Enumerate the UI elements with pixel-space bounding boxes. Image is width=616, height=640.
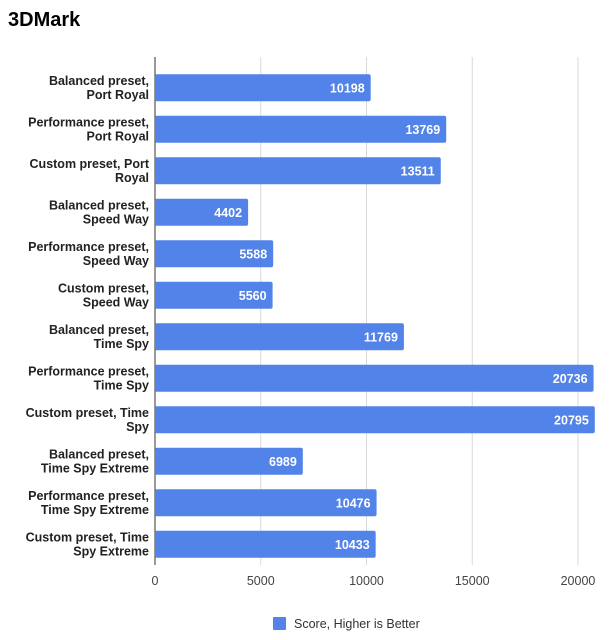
category-label: Speed Way xyxy=(83,254,149,268)
category-label: Performance preset, xyxy=(28,489,149,503)
category-label: Time Spy Extreme xyxy=(41,461,149,475)
category-label: Port Royal xyxy=(86,88,149,102)
category-label: Port Royal xyxy=(86,129,149,143)
data-label: 10198 xyxy=(330,81,365,95)
data-label: 13769 xyxy=(405,123,440,137)
category-label: Custom preset, xyxy=(58,281,149,295)
bar xyxy=(155,364,594,392)
bars: 10198 13769 13511 4402 5588 5560 11769 20736 207… xyxy=(155,74,595,558)
bar xyxy=(155,115,447,143)
bar xyxy=(155,323,404,351)
category-label: Royal xyxy=(115,171,149,185)
category-label: Time Spy xyxy=(94,337,149,351)
data-label: 10476 xyxy=(336,496,371,510)
data-label: 20795 xyxy=(554,413,589,427)
bar xyxy=(155,530,376,558)
data-label: 6989 xyxy=(269,455,297,469)
bar xyxy=(155,447,303,475)
bar xyxy=(155,281,273,309)
category-label: Custom preset, Port xyxy=(30,157,150,171)
x-tick-label: 5000 xyxy=(247,574,275,588)
x-tick-label: 10000 xyxy=(349,574,384,588)
bar xyxy=(155,489,377,517)
bar xyxy=(155,240,274,268)
data-label: 5560 xyxy=(239,289,267,303)
data-label: 20736 xyxy=(553,372,588,386)
x-tick-label: 20000 xyxy=(561,574,596,588)
chart-title: 3DMark xyxy=(8,9,81,31)
category-label: Time Spy Extreme xyxy=(41,503,149,517)
category-label: Spy xyxy=(126,420,149,434)
data-label: 5588 xyxy=(239,247,267,261)
x-tick-label: 0 xyxy=(152,574,159,588)
data-label: 11769 xyxy=(364,330,398,344)
category-label: Custom preset, Time xyxy=(26,406,149,420)
x-axis-ticks: 0 5000 10000 15000 20000 xyxy=(152,574,596,588)
legend: Score, Higher is Better xyxy=(273,617,420,631)
bar xyxy=(155,198,249,226)
category-label: Custom preset, Time xyxy=(26,530,149,544)
category-label: Performance preset, xyxy=(28,364,149,378)
category-label: Spy Extreme xyxy=(73,544,149,558)
data-label: 4402 xyxy=(214,206,242,220)
category-label: Balanced preset, xyxy=(49,74,149,88)
bar xyxy=(155,157,441,185)
category-label: Speed Way xyxy=(83,295,149,309)
category-label: Balanced preset, xyxy=(49,323,149,337)
category-label: Time Spy xyxy=(94,378,149,392)
category-label: Speed Way xyxy=(83,212,149,226)
category-label: Balanced preset, xyxy=(49,447,149,461)
category-label: Performance preset, xyxy=(28,240,149,254)
legend-label: Score, Higher is Better xyxy=(294,617,420,631)
data-label: 13511 xyxy=(401,164,435,178)
legend-swatch xyxy=(273,617,286,630)
bar xyxy=(155,406,595,434)
x-tick-label: 15000 xyxy=(455,574,490,588)
category-label: Balanced preset, xyxy=(49,198,149,212)
category-label: Performance preset, xyxy=(28,115,149,129)
data-label: 10433 xyxy=(335,538,370,552)
bar xyxy=(155,74,371,102)
